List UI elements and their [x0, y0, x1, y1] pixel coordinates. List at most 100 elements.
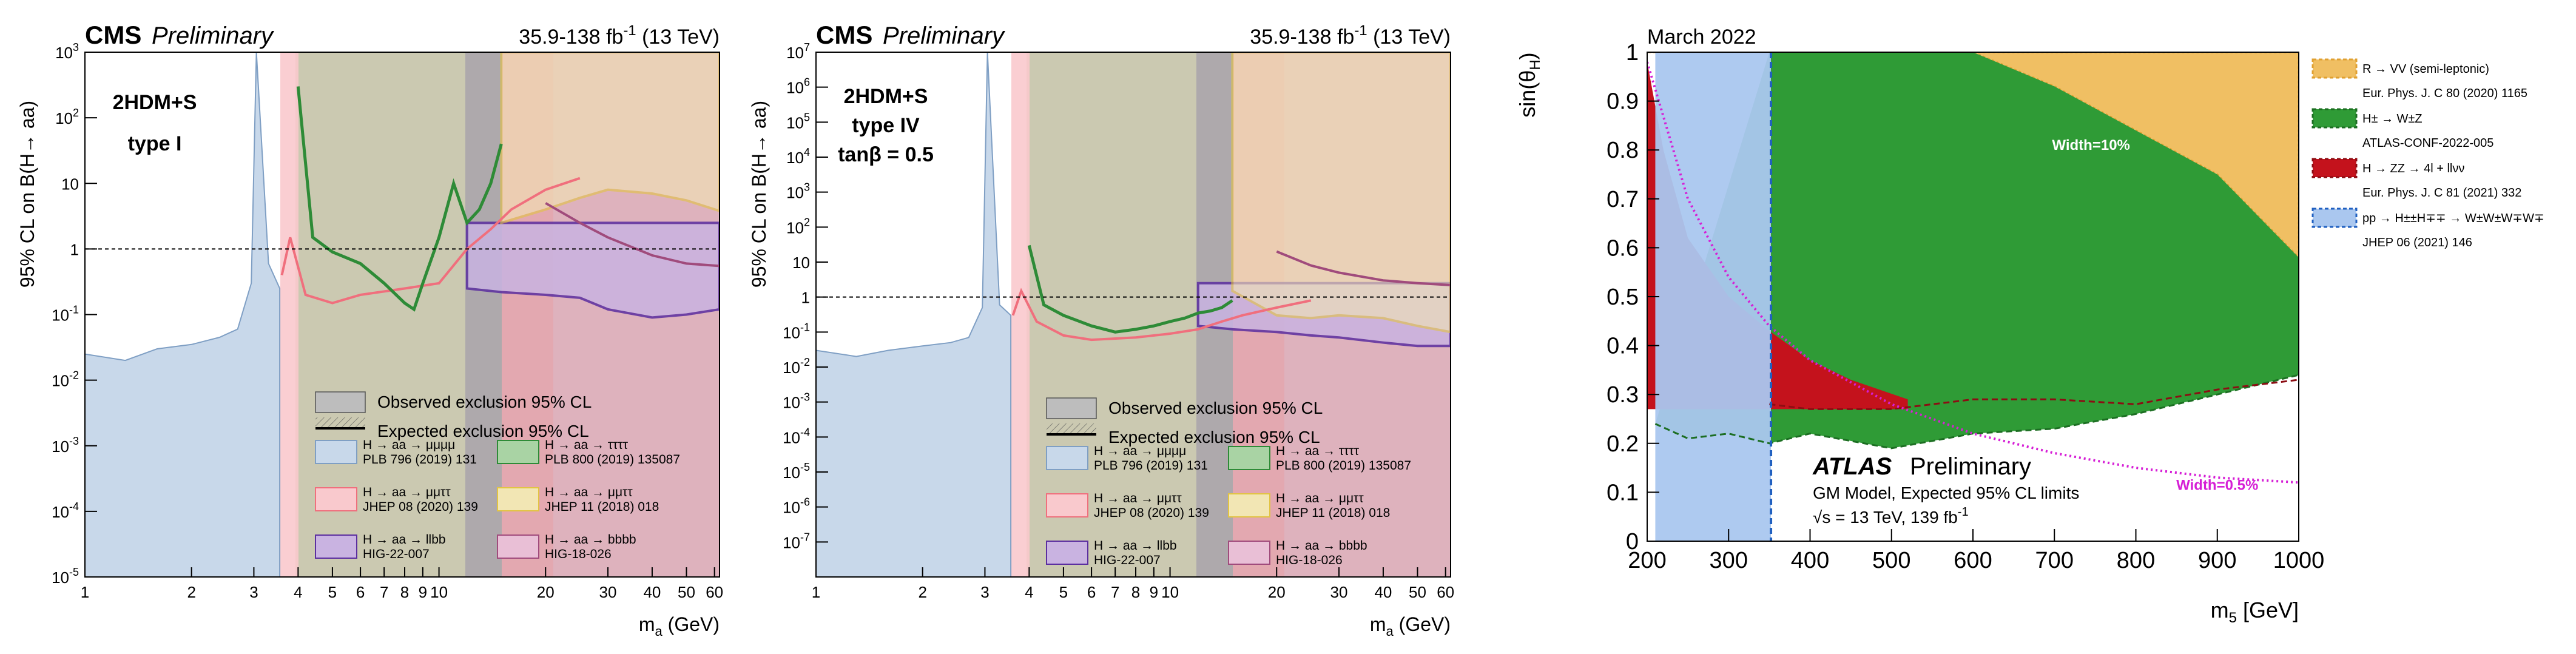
panel2-mumu-area: [816, 52, 1012, 577]
panel1-ytick-label: 10-5: [52, 566, 79, 587]
panel2-expected-label: Expected exclusion 95% CL: [1108, 428, 1320, 447]
panel1-legend-swatch: [497, 440, 539, 464]
panel3-rvv-area: [1647, 52, 2299, 259]
panel2-ytick-label: 102: [786, 216, 810, 237]
panel1-tautau-line: [296, 86, 503, 312]
panel1-legend-label: H → aa → μμττ: [545, 485, 633, 499]
panel1-legend-swatch: [315, 534, 357, 559]
panel1-xtick-label: 3: [249, 583, 258, 601]
panel2-legend-swatch: [1228, 493, 1270, 517]
panel2-xtick-label: 20: [1268, 583, 1286, 601]
panel1-legend-swatch: [315, 440, 357, 464]
panel2-legend-ref: PLB 796 (2019) 131: [1094, 459, 1208, 473]
panel2-xticks: 1 2 3 4 5 6 7 8 9 10 20 30 40 50 60: [812, 567, 1454, 601]
panel1-xlabel: ma (GeV): [639, 613, 720, 639]
panel1-ytick-label: 103: [55, 41, 79, 62]
panel2-xlabel: ma (GeV): [1370, 613, 1451, 639]
panel2-ytick-label: 104: [786, 146, 810, 167]
panel1-mumutautau2018-area: [500, 52, 720, 224]
panel1-legend-ref: PLB 796 (2019) 131: [363, 453, 477, 467]
panel1-llbb-area: [465, 221, 720, 319]
panel2-model-line3: tanβ = 0.5: [838, 143, 934, 166]
panel3-ytick-label: 0.4: [1607, 334, 1639, 359]
panel2-legend-swatch: [1046, 493, 1088, 517]
panel3-legend-label: pp → H±±H∓∓ → W±W±W∓W∓: [2362, 212, 2544, 225]
panel2-mumutautau2018-area: [1231, 52, 1451, 334]
panel2-legend-label: H → aa → μμττ: [1094, 491, 1182, 505]
panel3-xlabel: m5 [GeV]: [2211, 598, 2299, 626]
panel1-xtick-label: 2: [187, 583, 195, 601]
panel3-xtick-label: 600: [1954, 548, 1992, 573]
panel2-ytick-label: 10-1: [783, 321, 810, 342]
panel2-bbbb-line: [1276, 250, 1451, 286]
panel3-xtick-label: 1000: [2273, 548, 2325, 573]
panel1-legend-swatch: [497, 487, 539, 511]
panel2-legend-label: H → aa → μμττ: [1276, 491, 1364, 505]
panel2-ytick-label: 105: [786, 111, 810, 132]
panel2-ytick-label: 103: [786, 181, 810, 202]
panel3-zz-expected-line: [1769, 379, 2299, 410]
panel2-model-line2: type IV: [852, 114, 920, 137]
panel1-experiment: CMS: [85, 21, 141, 49]
panel1-legend-label: H → aa → μμττ: [363, 485, 451, 499]
panel2-status: Preliminary: [883, 22, 1006, 49]
panel3-ytick-label: 0.6: [1607, 235, 1639, 261]
panel3-legend-swatch: [2311, 58, 2358, 79]
panel1-xtick-label: 7: [380, 583, 388, 601]
panel3-ytick-label: 0.2: [1607, 431, 1639, 457]
panel1-legend-label: H → aa → llbb: [363, 533, 446, 547]
panel2-experiment: CMS: [816, 21, 872, 49]
panel1-legend-ref: JHEP 08 (2020) 139: [363, 500, 478, 514]
panel1-ytick-label: 10-3: [52, 435, 79, 456]
panel-cms-type1: 1 2 3 4 5 6 7 8 9 10 20 30 40 50 60 10-510-410-310-210…: [16, 21, 723, 639]
panel2-legend-swatch: [1046, 446, 1088, 470]
panel1-yticks: 10-5 10-4 10-3 10-2 10-1 1 10 102 103: [52, 41, 97, 587]
panel2-xtick-label: 30: [1330, 583, 1348, 601]
panel3-legend-label: R → VV (semi-leptonic): [2362, 62, 2489, 76]
panel3-experiment: ATLAS: [1812, 453, 1892, 480]
panel2-xtick-label: 1: [812, 583, 820, 601]
panel1-observed-swatch: [315, 391, 366, 413]
panel3-ytick-label: 0.5: [1607, 285, 1639, 310]
panel1-gray-band: [465, 52, 502, 577]
panel2-legend-ref: HIG-18-026: [1276, 553, 1343, 567]
panel3-legend-ref: Eur. Phys. J. C 81 (2021) 332: [2362, 186, 2521, 200]
panel2-xtick-label: 10: [1161, 583, 1179, 601]
panel3-ytick-label: 0.3: [1607, 382, 1639, 408]
panel1-mumu-area: [85, 52, 281, 577]
panel2-legend-label: H → aa → ττττ: [1276, 444, 1360, 458]
panel3-width05-annotation: Width=0.5%: [2176, 477, 2258, 493]
panel2-xtick-label: 4: [1025, 583, 1033, 601]
panel1-expected-label: Expected exclusion 95% CL: [377, 422, 589, 440]
panel1-ytick-label: 1: [70, 240, 79, 258]
panel2-ytick-label: 1: [801, 289, 810, 307]
panel1-legend-label: H → aa → bbbb: [545, 533, 636, 547]
panel3-wz-area: [1655, 52, 2299, 448]
panel2-legend-ref: HIG-22-007: [1094, 553, 1161, 567]
panel3-legend-swatch: [2311, 158, 2358, 178]
panel2-ytick-label: 10: [792, 254, 810, 272]
panel2-ytick-label: 10-4: [783, 426, 810, 447]
panel2-frame: [815, 52, 1451, 578]
panel2-ytick-label: 10-6: [783, 496, 810, 517]
panel1-status: Preliminary: [152, 22, 275, 49]
panel2-model-line1: 2HDM+S: [844, 85, 928, 108]
panel2-xtick-label: 3: [980, 583, 989, 601]
panel1-bbbb-line: [545, 202, 720, 268]
panel2-xtick-label: 8: [1131, 583, 1140, 601]
panel3-model: GM Model, Expected 95% CL limits: [1813, 484, 2079, 502]
panel2-ytick-label: 10-7: [783, 531, 810, 551]
panel1-mumutautau-region: [280, 52, 298, 577]
panel2-xtick-label: 60: [1437, 583, 1454, 601]
panel-atlas-gm: March 2022 200 300 400 500 600 700 800 900 1000 …: [1515, 25, 2544, 626]
panel2-legend-swatch: [1046, 541, 1088, 565]
panel2-legend-ref: JHEP 08 (2020) 139: [1094, 506, 1209, 520]
panel2-mumutautau2020-line: [1011, 288, 1312, 342]
panel1-xtick-label: 9: [419, 583, 427, 601]
panel2-tautau-line: [1027, 244, 1233, 334]
panel2-observed-label: Observed exclusion 95% CL: [1108, 399, 1323, 417]
panel2-ytick-label: 10-5: [783, 461, 810, 482]
panel3-legend-items: R → VV (semi-leptonic) Eur. Phys. J. C 80…: [2311, 58, 2544, 249]
